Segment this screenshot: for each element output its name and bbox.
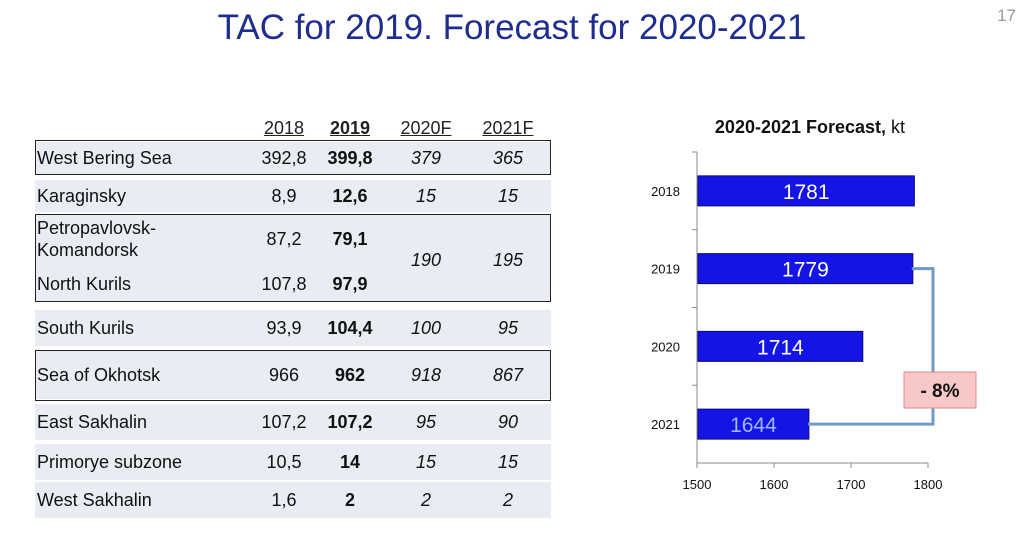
cell-2020f: 379 (410, 147, 442, 168)
group-border (35, 140, 551, 175)
merged-cell-2021f: 195 (492, 250, 524, 270)
cell-2019: 104,4 (327, 317, 373, 338)
bar-data-label: 1781 (783, 181, 830, 204)
cell-2018: 10,5 (266, 451, 302, 472)
row-name: West Bering Sea (37, 147, 172, 168)
cell-2019: 399,8 (327, 147, 373, 168)
cell-2021f: 15 (497, 451, 519, 472)
cell-2019: 12,6 (332, 185, 368, 206)
table-row: South Kurils 93,9 104,4 100 95 (35, 310, 551, 346)
bar-data-label: 1714 (757, 336, 804, 359)
cell-2021f: 365 (492, 147, 524, 168)
y-tick-label: 2019 (651, 262, 680, 277)
row-name: West Sakhalin (37, 489, 152, 510)
x-tick-label: 1800 (914, 477, 943, 492)
x-tick-label: 1500 (683, 477, 712, 492)
table-row: Primorye subzone 10,5 14 15 15 (35, 444, 551, 480)
forecast-bar-chart: 1500 1600 1700 1800 2018 1781 2019 1779 2020 1714… (651, 151, 977, 492)
x-tick-label: 1700 (837, 477, 866, 492)
row-name: Karaginsky (37, 185, 127, 206)
chart-title-bold: 2020-2021 Forecast, (714, 117, 887, 137)
cell-2019: 107,2 (327, 411, 373, 432)
cell-2021f: 867 (492, 364, 524, 385)
cell-2018: 392,8 (261, 147, 307, 168)
table-row: Karaginsky 8,9 12,6 15 15 (35, 180, 551, 212)
row-name-line1: Petropavlovsk- (37, 218, 157, 238)
bar (697, 253, 914, 285)
row-name: Primorye subzone (37, 451, 183, 472)
slide-title: TAC for 2019. Forecast for 2020-2021 (217, 8, 807, 47)
cell-2018: 8,9 (271, 185, 297, 206)
cell-2018: 1,6 (271, 489, 297, 510)
cell-2019: 14 (339, 451, 361, 472)
col-header-2021f: 2021F (482, 118, 534, 138)
y-tick-label: 2020 (651, 339, 680, 354)
cell-2020f: 100 (410, 317, 442, 338)
annotation-box (903, 371, 977, 409)
cell-2018: 107,2 (261, 411, 307, 432)
row-name: Sea of Okhotsk (37, 364, 161, 385)
col-header-2018: 2018 (263, 118, 305, 138)
cell-2020f: 15 (415, 185, 437, 206)
cell-2019: 97,9 (332, 273, 368, 294)
cell-2019: 2 (344, 489, 355, 510)
col-header-2019: 2019 (329, 118, 371, 138)
row-name: South Kurils (37, 317, 135, 338)
cell-2021f: 90 (497, 411, 519, 432)
table-row: North Kurils 107,8 97,9 (35, 270, 551, 298)
chart-title-unit: kt (886, 117, 906, 137)
cell-2021f: 95 (497, 317, 519, 338)
x-tick-label: 1600 (760, 477, 789, 492)
cell-2018: 107,8 (261, 273, 307, 294)
annotation-label: - 8% (920, 381, 959, 402)
merged-group-bg (35, 214, 551, 302)
cell-2021f: 2 (502, 489, 513, 510)
bar-data-label: 1779 (782, 259, 829, 282)
cell-2019: 79,1 (332, 228, 368, 249)
cell-2020f: 15 (415, 451, 437, 472)
cell-2018: 87,2 (266, 228, 302, 249)
table-row: West Bering Sea 392,8 399,8 379 365 (35, 142, 551, 174)
bar (697, 408, 810, 440)
group-border (35, 214, 551, 302)
table-row: West Sakhalin 1,6 2 2 2 (35, 482, 551, 518)
bar-data-label: 1644 (730, 414, 777, 437)
col-header-2020f: 2020F (400, 118, 452, 138)
y-tick-label: 2021 (651, 417, 680, 432)
change-bracket (807, 267, 935, 426)
row-name: East Sakhalin (37, 411, 148, 432)
bar (697, 330, 864, 362)
row-name-line2: Komandorsk (37, 240, 139, 260)
cell-2020f: 95 (415, 411, 437, 432)
page-number: 17 (997, 6, 1016, 25)
cell-2020f: 918 (410, 364, 442, 385)
row-name: North Kurils (37, 273, 132, 294)
cell-2021f: 15 (497, 185, 519, 206)
y-tick-label: 2018 (651, 184, 680, 199)
bar (697, 175, 915, 207)
cell-2019: 962 (334, 364, 366, 385)
cell-2018: 966 (268, 364, 300, 385)
table-row: Petropavlovsk- Komandorsk 87,2 79,1 (35, 216, 551, 262)
cell-2018: 93,9 (266, 317, 302, 338)
chart-title: 2020-2021 Forecast, kt (640, 117, 980, 138)
cell-2020f: 2 (420, 489, 431, 510)
table-row: East Sakhalin 107,2 107,2 95 90 (35, 404, 551, 440)
table-row: Sea of Okhotsk 966 962 918 867 (35, 351, 551, 399)
row-name: Petropavlovsk- Komandorsk (35, 217, 237, 261)
merged-cell-2020f: 190 (410, 250, 442, 270)
group-border (35, 350, 551, 401)
